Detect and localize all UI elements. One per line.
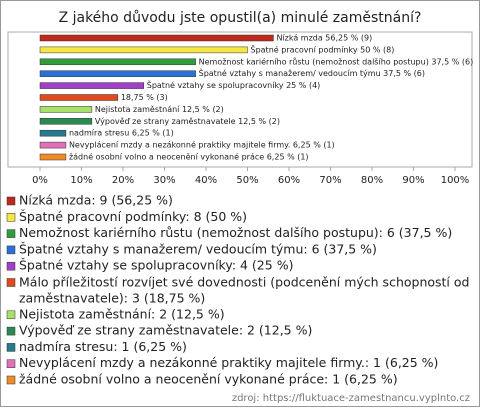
value-label: Špatné pracovní podmínky 50 % (8) [251,43,395,54]
legend-swatch [6,213,16,222]
bar [39,82,144,89]
value-label: Nejistota zaměstnání 12,5 % (2) [95,105,224,114]
x-tick-label: 10% [70,175,92,186]
x-tick-label: 50% [236,175,258,186]
legend-swatch [6,245,16,255]
legend-swatch [6,229,16,238]
value-label: Nízká mzda 56,25 % (9) [276,34,372,43]
legend-swatch [6,375,16,385]
x-tick-label: 60% [278,175,300,186]
legend-line: Málo příležitostí rozvíjet své dovednost… [19,274,469,289]
legend-label: Špatné vztahy se spolupracovníky: 4 (25 … [19,258,293,273]
bar [39,58,196,66]
legend-swatch [6,310,16,320]
value-label: Výpověď ze strany zaměstnavatele 12,5 % … [95,117,280,126]
legend-label: Špatné pracovní podmínky: 8 (50 %) [19,209,247,224]
bar [39,153,67,161]
value-label: Nevyplácení mzdy a nezákonné praktiky ma… [69,140,335,150]
bar [39,129,67,137]
x-tick-label: 90% [402,175,424,186]
x-tick-label: 30% [153,175,175,186]
legend-label: Nevyplácení mzdy a nezákonné praktiky ma… [19,355,438,370]
bar [39,94,119,101]
value-label: Špatné vztahy s manažerem/ vedoucím týmu… [199,67,425,78]
chart-title: Z jakého důvodu jste opustil(a) minulé z… [59,10,422,26]
bar [39,46,248,54]
legend-label: Výpověď ze strany zaměstnavatele: 2 (12,… [19,323,312,338]
legend-label: Nejistota zaměstnání: 2 (12,5 %) [19,306,225,321]
legend-label: nadmíra stresu: 1 (6,25 %) [19,339,187,354]
bar [39,106,93,113]
legend-line: zaměstnavatele): 3 (18,75 %) [19,290,205,305]
value-label: žádné osobní volno a neocenění vykonané … [69,152,309,162]
x-tick-label: 40% [195,175,217,186]
legend-swatch [6,359,16,368]
legend-swatch [6,278,16,287]
bar [39,118,93,125]
bar [39,141,67,149]
x-tick-label: 80% [361,175,383,186]
x-tick-label: 70% [319,175,341,186]
legend-swatch [6,326,16,336]
source: zdroj: https://fluktuace-zamestnancu.vyp… [232,393,470,404]
legend-label: Nízká mzda: 9 (56,25 %) [19,193,173,208]
value-label: nadmíra stresu 6,25 % (1) [69,129,174,138]
legend-swatch [6,343,16,352]
legend-label: Nemožnost kariérního růstu (nemožnost da… [19,225,452,240]
bar [39,70,196,77]
value-label: Špatné vztahy se spolupracovníky 25 % (4… [147,79,321,90]
x-tick-label: 100% [441,175,470,186]
value-label: 18,75 % (3) [121,93,168,102]
legend-swatch [6,196,16,206]
bar [39,34,274,42]
legend-swatch [6,261,16,271]
value-label: Nemožnost kariérního růstu (nemožnost da… [199,56,474,66]
legend-label: Málo příležitostí rozvíjet své dovednost… [19,274,469,305]
legend-label: žádné osobní volno a neocenění vykonané … [19,372,398,387]
legend-label: Špatné vztahy s manažerem/ vedoucím týmu… [19,241,377,256]
x-tick-label: 20% [112,175,134,186]
x-tick-label: 0% [32,175,48,186]
